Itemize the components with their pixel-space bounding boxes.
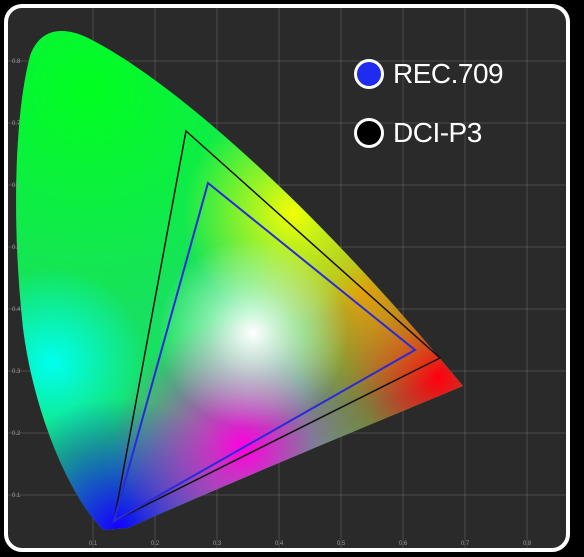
x-tick-label: 0.3 [213, 541, 222, 547]
x-tick-label: 0.2 [151, 541, 160, 547]
diagram-frame: 0.1 0.2 0.3 0.4 0.5 0.6 0.7 0.8 0.1 0.2 0.3 0.4 0.5 0… [4, 4, 570, 552]
spectral-locus [16, 31, 463, 531]
y-tick-label: 0.6 [12, 183, 21, 189]
y-tick-label: 0.2 [12, 431, 21, 437]
legend-marker-dcip3 [354, 118, 384, 148]
y-tick-label: 0.5 [12, 245, 21, 251]
dcip3-triangle [112, 129, 442, 523]
y-tick-label: 0.7 [12, 121, 21, 127]
legend-item-dcip3: DCI-P3 [354, 118, 482, 148]
legend-item-rec709: REC.709 [354, 58, 504, 89]
axis-tick-labels: 0.1 0.2 0.3 0.4 0.5 0.6 0.7 0.8 0.1 0.2 0.3 0.4 0.5 0… [12, 59, 532, 547]
x-tick-label: 0.8 [523, 541, 532, 547]
rec709-triangle [112, 181, 417, 524]
x-tick-label: 0.6 [399, 541, 408, 547]
x-tick-label: 0.1 [89, 541, 98, 547]
legend-label-rec709: REC.709 [393, 58, 504, 89]
y-tick-label: 0.1 [12, 493, 21, 499]
chromaticity-diagram: 0.1 0.2 0.3 0.4 0.5 0.6 0.7 0.8 0.1 0.2 0.3 0.4 0.5 0… [8, 8, 566, 548]
y-tick-label: 0.3 [12, 369, 21, 375]
x-tick-label: 0.5 [337, 541, 346, 547]
x-tick-label: 0.4 [275, 541, 284, 547]
x-tick-label: 0.7 [461, 541, 470, 547]
y-tick-label: 0.8 [12, 59, 21, 65]
y-tick-label: 0.4 [12, 307, 21, 313]
legend-marker-rec709 [354, 59, 384, 89]
legend-label-dcip3: DCI-P3 [393, 117, 482, 148]
